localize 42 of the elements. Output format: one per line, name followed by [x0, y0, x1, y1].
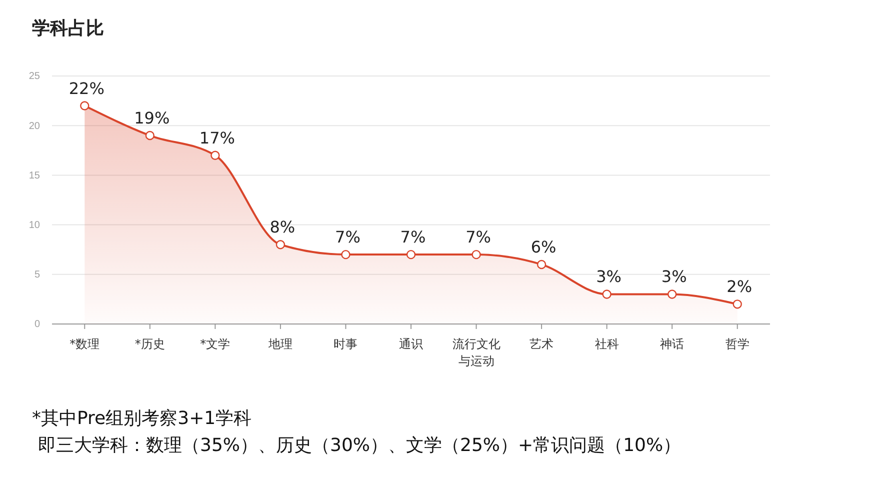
data-label: 6%: [530, 237, 556, 256]
x-tick-label: *历史: [134, 337, 165, 351]
point: [536, 260, 546, 270]
x-tick-label: 社科: [594, 337, 619, 351]
y-tick-label: 20: [28, 120, 40, 132]
text: *其中Pre组别考察3+1学科: [32, 408, 252, 429]
point: [276, 240, 286, 250]
x-tick-label: 时事: [334, 337, 358, 351]
point: [341, 250, 350, 260]
point: [145, 130, 154, 140]
text: 即三大学科：数理（35%）、历史（30%）、文学（25%）+常识问题（10%）: [38, 435, 682, 456]
y-tick-label: 0: [34, 319, 40, 330]
chart-title: 学科占比: [32, 18, 104, 39]
data-label: 2%: [726, 277, 752, 296]
point: [80, 101, 90, 110]
x-tick-label: 神话: [660, 337, 684, 351]
point: [668, 290, 677, 299]
x-tick-label: 通识: [399, 337, 423, 351]
data-label: 19%: [134, 108, 170, 128]
y-tick-label: 15: [28, 170, 40, 182]
x-tick-label: 艺术: [530, 337, 554, 351]
x-tick-label: 流行文化与运动: [452, 337, 500, 368]
x-tick-label: *数理: [70, 337, 100, 351]
data-label: 3%: [596, 267, 622, 286]
point: [472, 250, 481, 260]
y-tick-label: 10: [28, 220, 40, 231]
x-tick-label: *文学: [200, 337, 230, 351]
data-label: 7%: [400, 228, 426, 247]
y-tick-label: 25: [28, 71, 40, 82]
x-tick-label: 地理: [267, 337, 292, 351]
data-label: 7%: [335, 228, 360, 247]
data-label: 8%: [270, 218, 296, 237]
x-tick-label: 哲学: [725, 337, 750, 351]
data-label: 7%: [466, 228, 491, 247]
y-tick-label: 5: [34, 270, 40, 281]
data-label: 22%: [68, 78, 104, 98]
point: [210, 150, 220, 160]
point: [732, 300, 742, 309]
point: [602, 290, 612, 299]
data-label: 3%: [661, 267, 687, 286]
point: [406, 250, 416, 260]
data-label: 17%: [199, 128, 235, 148]
